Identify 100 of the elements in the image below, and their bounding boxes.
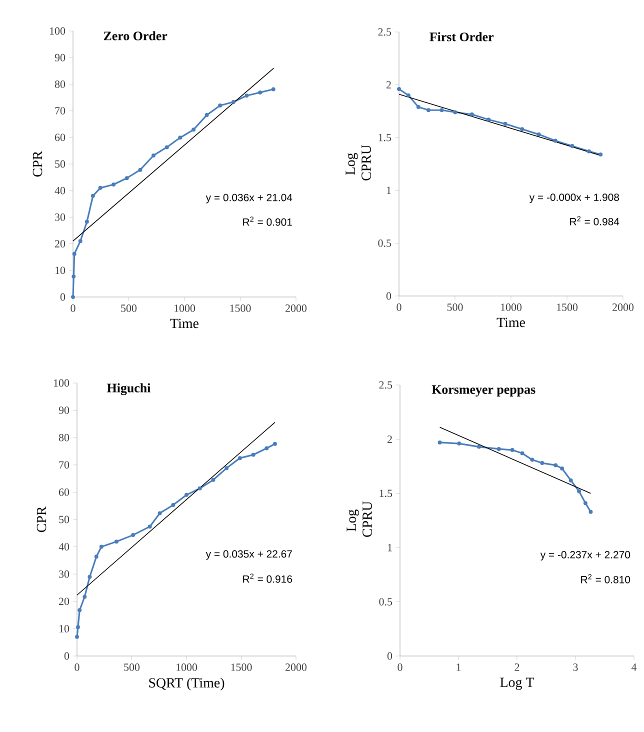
x-tick-label: 1500 [231,664,252,671]
point [577,489,582,494]
point [84,220,89,224]
y-tick-label: 0 [60,293,66,301]
y-axis-title: Log CPRU [346,144,371,180]
point [98,186,102,190]
y-tick-label: 50 [59,516,70,524]
point [503,122,508,126]
point [486,118,491,122]
x-tick-label: 1500 [557,304,578,311]
point [90,194,95,198]
y-tick-label: 0 [386,292,392,300]
point [76,625,80,630]
x-tick-label: 2000 [612,304,634,311]
point [440,108,444,112]
y-tick-label: 10 [55,266,66,274]
y-tick-label: 50 [55,160,66,168]
y-tick-label: 60 [54,134,66,142]
y-tick-label: 40 [58,543,70,550]
point [496,446,501,451]
point [231,100,236,104]
y-tick-label: 80 [58,434,70,442]
point [124,176,129,180]
y-tick-label: 30 [59,570,70,578]
point [138,168,142,172]
point [397,87,402,92]
point [588,510,593,514]
point [148,524,152,529]
y-tick-label: 10 [59,625,70,632]
y-tick-label: 90 [58,406,70,414]
y-tick-label: 60 [58,488,70,496]
annotation: R$^{2}$ = 0.901 [243,216,292,226]
y-tick-label: 2 [387,436,392,443]
y-tick-label: 2.5 [379,381,392,389]
point [416,104,420,109]
y-tick-label: 1 [388,544,392,552]
y-tick-label: 0 [64,652,70,660]
x-tick-label: 500 [121,304,137,312]
point [520,451,524,456]
y-tick-label: 1.5 [380,490,392,498]
x-tick-label: 2 [514,664,520,671]
y-tick-label: 2 [386,81,391,88]
point [540,461,544,466]
x-tick-label: 1000 [501,304,522,311]
point [453,110,458,114]
y-axis-title: CPR [36,506,46,532]
y-tick-label: 0.5 [378,239,392,247]
x-tick-label: 0 [398,664,402,671]
y-axis-title: Log CPRU [346,501,372,537]
point [152,153,156,158]
point [583,501,588,506]
y-tick-label: 0 [387,652,392,660]
chart-title: Zero Order [104,31,168,40]
point [586,149,591,154]
point [211,478,216,482]
point [553,138,558,143]
point [78,239,82,244]
point [192,128,196,132]
y-tick-label: 80 [54,80,66,88]
y-tick-label: 30 [55,214,66,221]
x-axis-title: SQRT (Time) [149,678,224,690]
y-tick-label: 100 [50,27,66,35]
point [530,458,534,462]
x-tick-label: 0 [70,304,76,312]
point [131,533,136,538]
point [88,574,92,579]
point [71,294,75,299]
point [72,274,76,279]
point [520,127,524,132]
point [264,446,269,450]
y-tick-label: 0.5 [379,598,392,606]
point [218,103,222,108]
point [198,486,202,490]
point [438,440,442,444]
x-tick-label: 500 [124,664,140,671]
x-axis-title: Time [170,318,198,328]
point [251,452,256,457]
y-tick-label: 100 [54,379,70,387]
point [272,442,277,446]
point [470,112,474,116]
point [238,456,242,460]
point [114,540,118,544]
point [178,136,182,140]
point [164,145,169,150]
point [426,108,430,112]
y-tick-label: 40 [54,186,66,194]
point [244,94,249,98]
chart-title: First Order [430,32,494,42]
point [457,442,462,446]
point [82,594,87,599]
point [271,87,276,92]
point [560,466,564,470]
annotation: R$^{2}$ = 0.916 [243,574,292,583]
point [510,448,514,452]
y-tick-label: 70 [55,107,66,114]
point [75,634,79,639]
x-tick-label: 500 [447,304,463,311]
x-tick-label: 1 [456,664,461,671]
point [78,608,82,612]
annotation: y = -0.000x + 1.908 [529,194,620,204]
